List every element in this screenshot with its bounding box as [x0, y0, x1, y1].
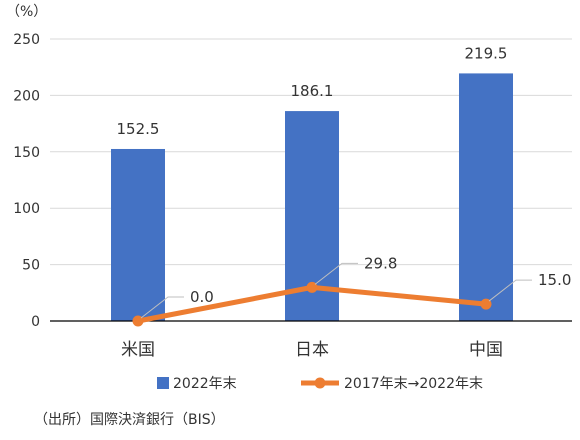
line-value-label: 0.0	[190, 288, 214, 306]
y-tick-label: 200	[13, 88, 40, 104]
line-marker-1	[306, 281, 318, 293]
y-tick-label: 250	[13, 32, 40, 48]
bar-value-label: 219.5	[465, 44, 508, 62]
line-value-label: 29.8	[364, 254, 397, 272]
x-category-label: 日本	[295, 340, 329, 360]
leader-line	[314, 262, 358, 285]
line-value-label: 15.0	[538, 271, 571, 289]
line-marker-2	[480, 298, 492, 310]
y-tick-label: 150	[13, 145, 40, 161]
legend-label: 2017年末→2022年末	[344, 376, 483, 392]
line-marker-0	[132, 315, 144, 327]
bar-value-label: 152.5	[117, 120, 160, 138]
y-unit-label: （%）	[6, 4, 47, 20]
legend-swatch-bar	[157, 377, 169, 389]
leader-line	[140, 296, 184, 319]
bar-value-label: 186.1	[291, 82, 334, 100]
y-tick-label: 100	[13, 201, 40, 217]
bar-2	[459, 73, 513, 322]
legend-label: 2022年末	[173, 376, 237, 392]
legend-swatch-marker	[314, 377, 326, 389]
bar-0	[111, 148, 165, 321]
y-tick-label: 50	[22, 258, 40, 274]
leader-line	[488, 279, 532, 302]
x-category-label: 中国	[469, 340, 503, 360]
y-tick-label: 0	[31, 314, 40, 330]
x-category-label: 米国	[121, 340, 155, 360]
source-note: （出所）国際決済銀行（BIS）	[34, 412, 225, 428]
